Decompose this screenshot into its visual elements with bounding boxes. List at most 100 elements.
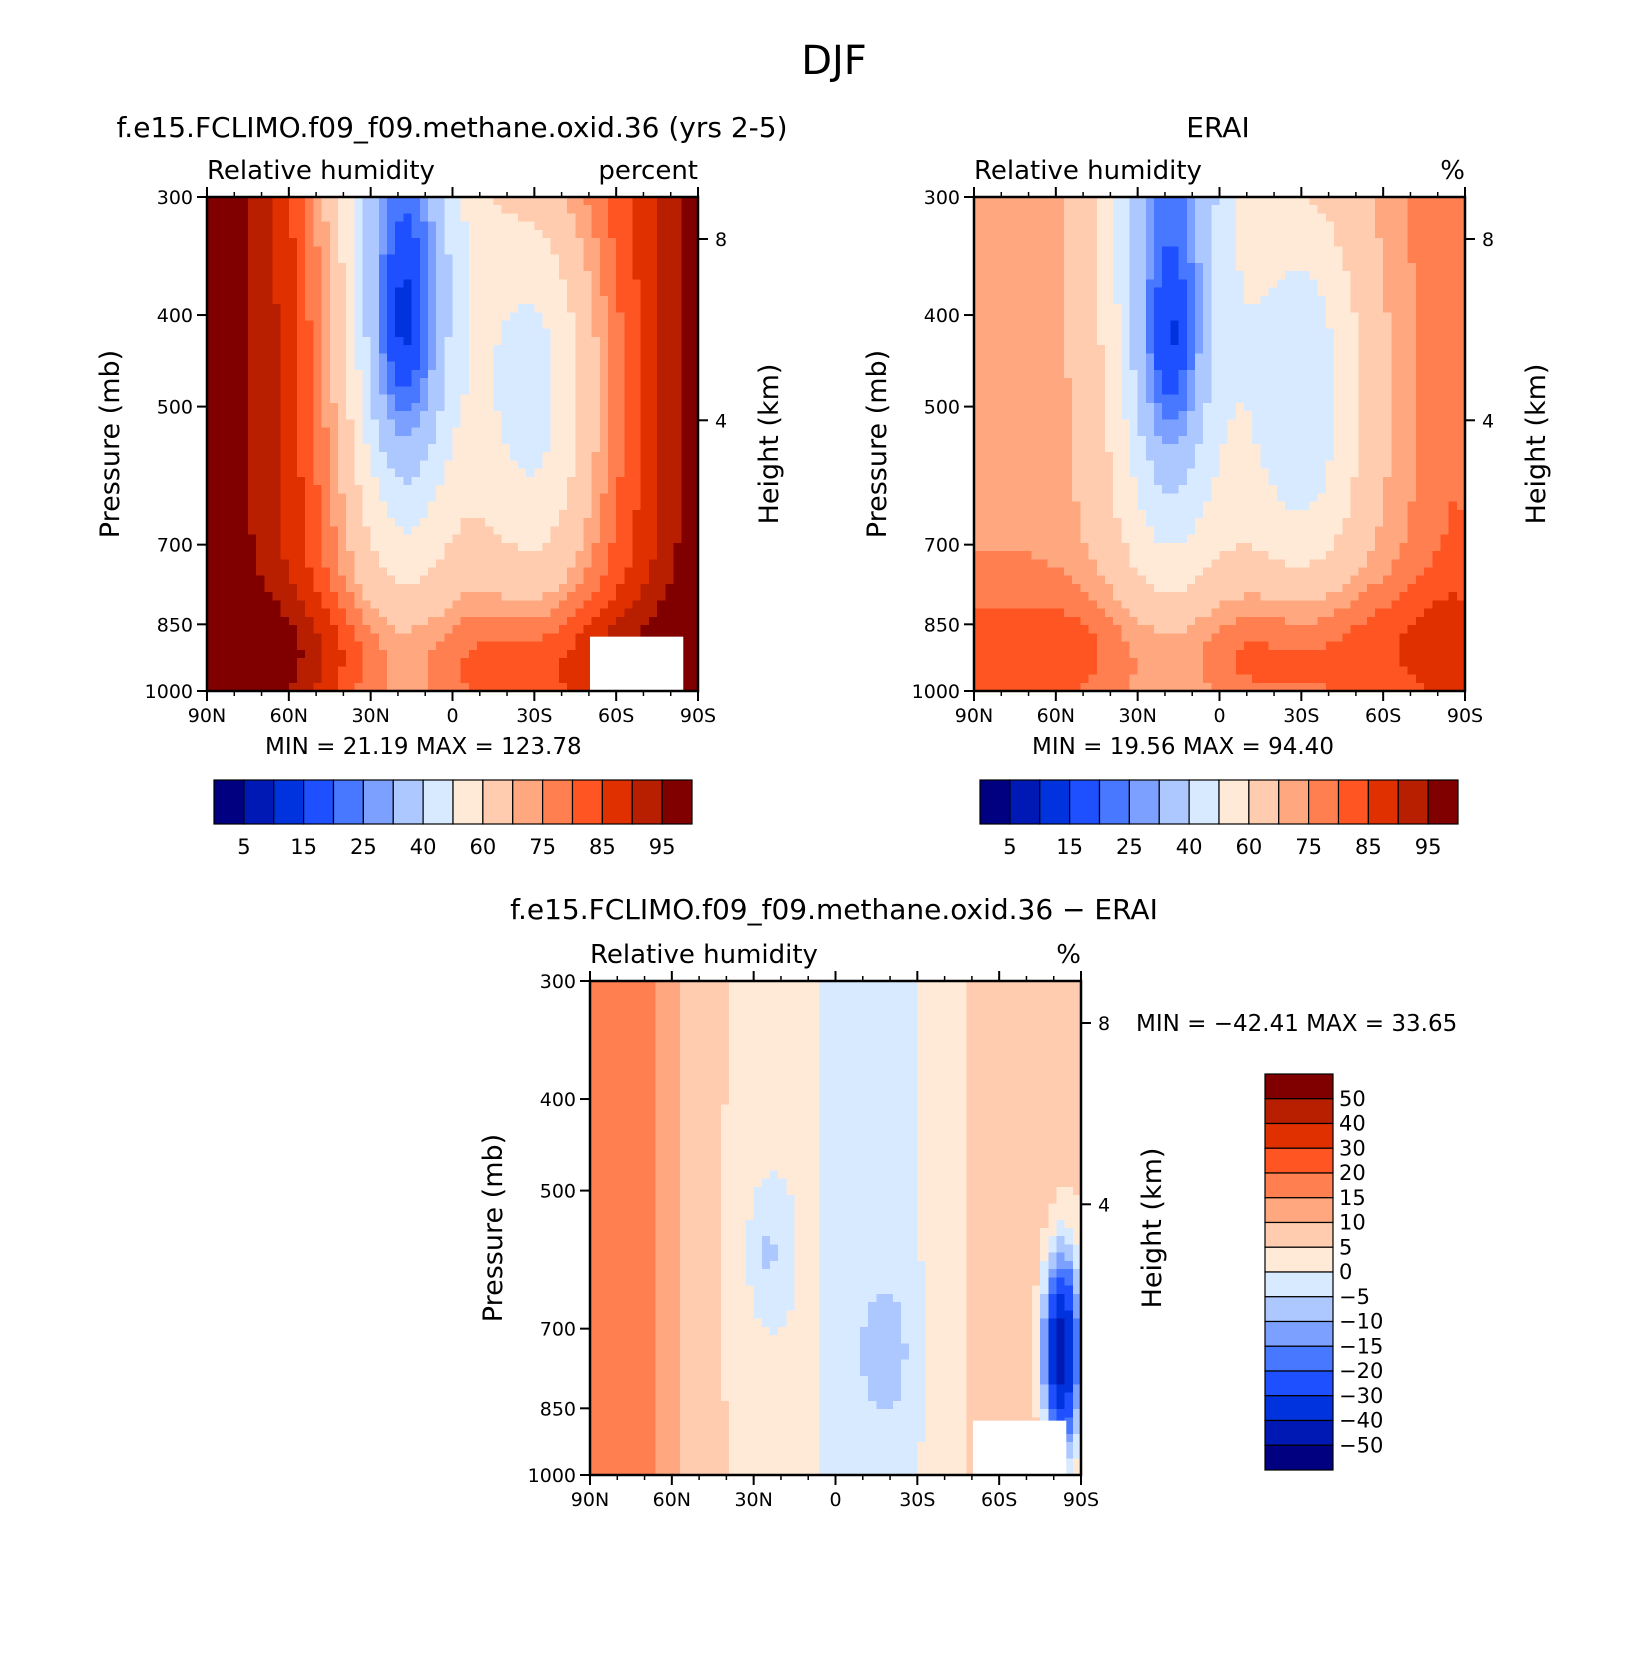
- field-cell: [231, 682, 241, 692]
- field-cell: [1358, 345, 1368, 355]
- field-cell: [362, 649, 372, 659]
- field-cell: [1366, 345, 1376, 355]
- field-cell: [1113, 369, 1122, 379]
- field-cell: [599, 592, 609, 602]
- field-cell: [640, 460, 650, 470]
- field-cell: [1072, 312, 1081, 322]
- field-cell: [657, 336, 666, 346]
- field-cell: [354, 287, 364, 297]
- field-cell: [583, 205, 593, 215]
- field-cell: [239, 361, 249, 371]
- field-cell: [1080, 328, 1090, 338]
- field-cell: [1358, 229, 1368, 239]
- field-cell: [346, 468, 355, 478]
- field-cell: [468, 485, 478, 494]
- field-cell: [1055, 361, 1065, 371]
- field-cell: [1113, 221, 1122, 231]
- field-cell: [681, 575, 691, 585]
- field-cell: [207, 567, 216, 577]
- field-cell: [583, 246, 593, 256]
- field-cell: [403, 674, 413, 684]
- field-cell: [1031, 312, 1041, 322]
- field-cell: [974, 238, 983, 247]
- field-cell: [239, 262, 249, 272]
- field-cell: [1023, 238, 1032, 247]
- field-cell: [239, 386, 249, 396]
- field-cell: [1129, 213, 1139, 223]
- field-cell: [395, 197, 404, 206]
- field-cell: [378, 509, 388, 519]
- field-cell: [583, 592, 593, 602]
- field-cell: [411, 485, 421, 494]
- field-cell: [1383, 287, 1392, 297]
- field-cell: [526, 229, 535, 239]
- field-cell: [526, 616, 535, 626]
- field-cell: [468, 312, 478, 322]
- field-cell: [337, 378, 347, 387]
- field-cell: [681, 353, 691, 363]
- field-cell: [982, 369, 991, 379]
- field-cell: [1023, 246, 1032, 256]
- field-cell: [1432, 262, 1442, 272]
- field-cell: [280, 345, 290, 355]
- field-cell: [1170, 221, 1180, 231]
- field-cell: [509, 542, 519, 552]
- field-cell: [640, 468, 650, 478]
- field-cell: [493, 518, 503, 527]
- field-cell: [436, 287, 445, 297]
- field-cell: [550, 411, 560, 420]
- field-cell: [567, 320, 576, 330]
- field-cell: [607, 221, 617, 231]
- field-cell: [313, 229, 323, 239]
- field-cell: [321, 452, 331, 462]
- field-cell: [223, 304, 233, 313]
- field-cell: [468, 600, 478, 610]
- field-cell: [665, 402, 675, 412]
- contour-field: [207, 197, 699, 692]
- field-cell: [321, 353, 331, 363]
- field-cell: [640, 221, 650, 231]
- field-cell: [673, 419, 683, 429]
- field-cell: [1309, 213, 1319, 223]
- field-cell: [264, 534, 274, 544]
- field-cell: [337, 551, 347, 560]
- field-cell: [337, 254, 347, 264]
- field-cell: [1301, 312, 1311, 322]
- field-cell: [436, 328, 445, 338]
- field-cell: [403, 295, 413, 305]
- field-cell: [444, 435, 454, 445]
- field-cell: [247, 493, 257, 503]
- field-cell: [247, 460, 257, 470]
- field-cell: [1407, 197, 1417, 206]
- field-cell: [665, 254, 675, 264]
- field-cell: [436, 583, 445, 593]
- field-cell: [305, 402, 314, 412]
- field-cell: [280, 295, 290, 305]
- field-cell: [591, 575, 601, 585]
- field-cell: [550, 213, 560, 223]
- field-cell: [264, 287, 274, 297]
- field-cell: [239, 369, 249, 379]
- field-cell: [665, 411, 675, 420]
- field-cell: [1014, 246, 1024, 256]
- field-cell: [1366, 312, 1376, 322]
- field-cell: [1072, 279, 1081, 289]
- field-cell: [681, 526, 691, 536]
- field-cell: [452, 345, 462, 355]
- field-cell: [452, 600, 462, 610]
- field-cell: [1211, 279, 1221, 289]
- field-cell: [1121, 221, 1131, 231]
- field-cell: [558, 592, 568, 602]
- field-cell: [567, 658, 576, 667]
- field-cell: [591, 526, 601, 536]
- field-cell: [550, 279, 560, 289]
- field-cell: [1145, 197, 1155, 206]
- field-cell: [493, 304, 503, 313]
- field-cell: [575, 658, 585, 667]
- field-cell: [427, 221, 437, 231]
- field-cell: [247, 394, 257, 404]
- field-cell: [624, 444, 634, 453]
- field-cell: [526, 369, 535, 379]
- field-cell: [370, 427, 380, 437]
- field-cell: [534, 592, 544, 602]
